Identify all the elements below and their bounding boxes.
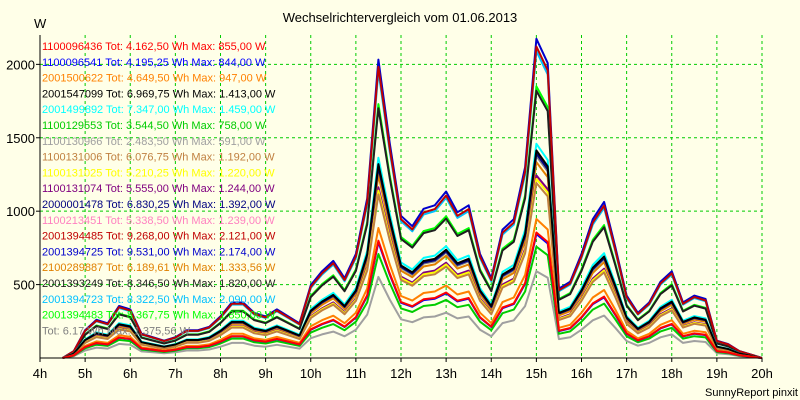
x-tick-label: 7h (168, 366, 182, 381)
series-line (62, 270, 763, 359)
x-tick-label: 11h (346, 366, 367, 381)
series-line (62, 149, 763, 359)
legend-entry: Tot: 6.17 Wh Max: 1.375,56 W (42, 325, 191, 337)
legend-entry: 2001394723 Tot: 8.322,50 Wh Max: 2.090,0… (42, 294, 276, 306)
x-tick-label: 20h (751, 366, 773, 381)
chart-title: Wechselrichtervergleich vom 01.06.2013 (283, 10, 518, 25)
y-tick-label: 1500 (6, 131, 35, 146)
series-layer (62, 37, 763, 359)
axes: 500 1000 1500 2000 4h 5h 6h 7h 8h 9h 10h 11h 12h 13h 1… (6, 35, 773, 381)
legend-entry: 2100289887 Tot: 6.189,61 Wh Max: 1.333,5… (42, 262, 276, 274)
legend-entry: 2001393249 Tot: 8.346,50 Wh Max: 1.820,0… (42, 278, 276, 290)
y-axis-unit-label: W (34, 16, 47, 31)
x-tick-label: 16h (571, 366, 593, 381)
series-line (62, 45, 763, 359)
x-tick-label: 4h (33, 366, 47, 381)
plot-area (40, 35, 762, 358)
legend-entry: 2001394485 Tot: 9.268,00 Wh Max: 2.121,0… (42, 231, 276, 243)
legend-entry: 2001499892 Tot: 7.347,00 Wh Max: 1.459,0… (42, 104, 276, 116)
x-tick-label: 5h (78, 366, 92, 381)
y-tick-label: 1000 (6, 204, 35, 219)
grid (40, 35, 763, 358)
series-line (62, 231, 763, 359)
legend-entry: 1100130966 Tot: 2.483,50 Wh Max: 591,00 … (42, 136, 266, 148)
x-tick-label: 9h (258, 366, 272, 381)
x-tick-label: 14h (480, 366, 502, 381)
legend-entry: 1100131074 Tot: 5.555,00 Wh Max: 1.244,0… (42, 183, 275, 195)
legend-entry: 1100213451 Tot: 5.338,50 Wh Max: 1.239,0… (42, 215, 275, 227)
legend: 1100096436 Tot: 4.162,50 Wh Max: 855,00 … (42, 41, 276, 337)
legend-entry: 1100096541 Tot: 4.195,25 Wh Max: 844,00 … (42, 57, 266, 69)
x-tick-label: 12h (390, 366, 412, 381)
legend-entry: 2001547099 Tot: 6.969,75 Wh Max: 1.413,0… (42, 88, 276, 100)
series-line (62, 89, 763, 359)
x-tick-label: 8h (213, 366, 227, 381)
legend-entry: 1100131025 Tot: 5.210,25 Wh Max: 1.220,0… (42, 167, 275, 179)
x-tick-label: 6h (123, 366, 137, 381)
plot-area-fill (40, 35, 762, 358)
legend-entry: 1100096436 Tot: 4.162,50 Wh Max: 855,00 … (42, 41, 266, 53)
legend-entry: 2000001478 Tot: 6.830,25 Wh Max: 1.392,0… (42, 199, 276, 211)
legend-entry: 2001394483 Tot: 8.367,75 Wh Max: 1.850,0… (42, 310, 276, 322)
credit-label: SunnyReport pinxit (705, 387, 798, 399)
legend-entry: 2001500622 Tot: 4.649,50 Wh Max: 947,00 … (42, 73, 267, 85)
x-tick-label: 18h (661, 366, 683, 381)
y-tick-label: 2000 (6, 57, 35, 72)
x-tick-label: 19h (706, 366, 728, 381)
legend-entry: 2001394725 Tot: 9.531,00 Wh Max: 2.174,0… (42, 246, 276, 258)
y-tick-label: 500 (13, 278, 35, 293)
legend-entry: 1100131006 Tot: 6.076,75 Wh Max: 1.192,0… (42, 152, 275, 164)
x-tick-label: 13h (435, 366, 457, 381)
x-tick-label: 15h (526, 366, 548, 381)
x-tick-label: 10h (300, 366, 322, 381)
series-line (62, 182, 763, 359)
legend-entry: 1100129553 Tot: 3.544,50 Wh Max: 758,00 … (42, 120, 266, 132)
x-tick-label: 17h (616, 366, 638, 381)
